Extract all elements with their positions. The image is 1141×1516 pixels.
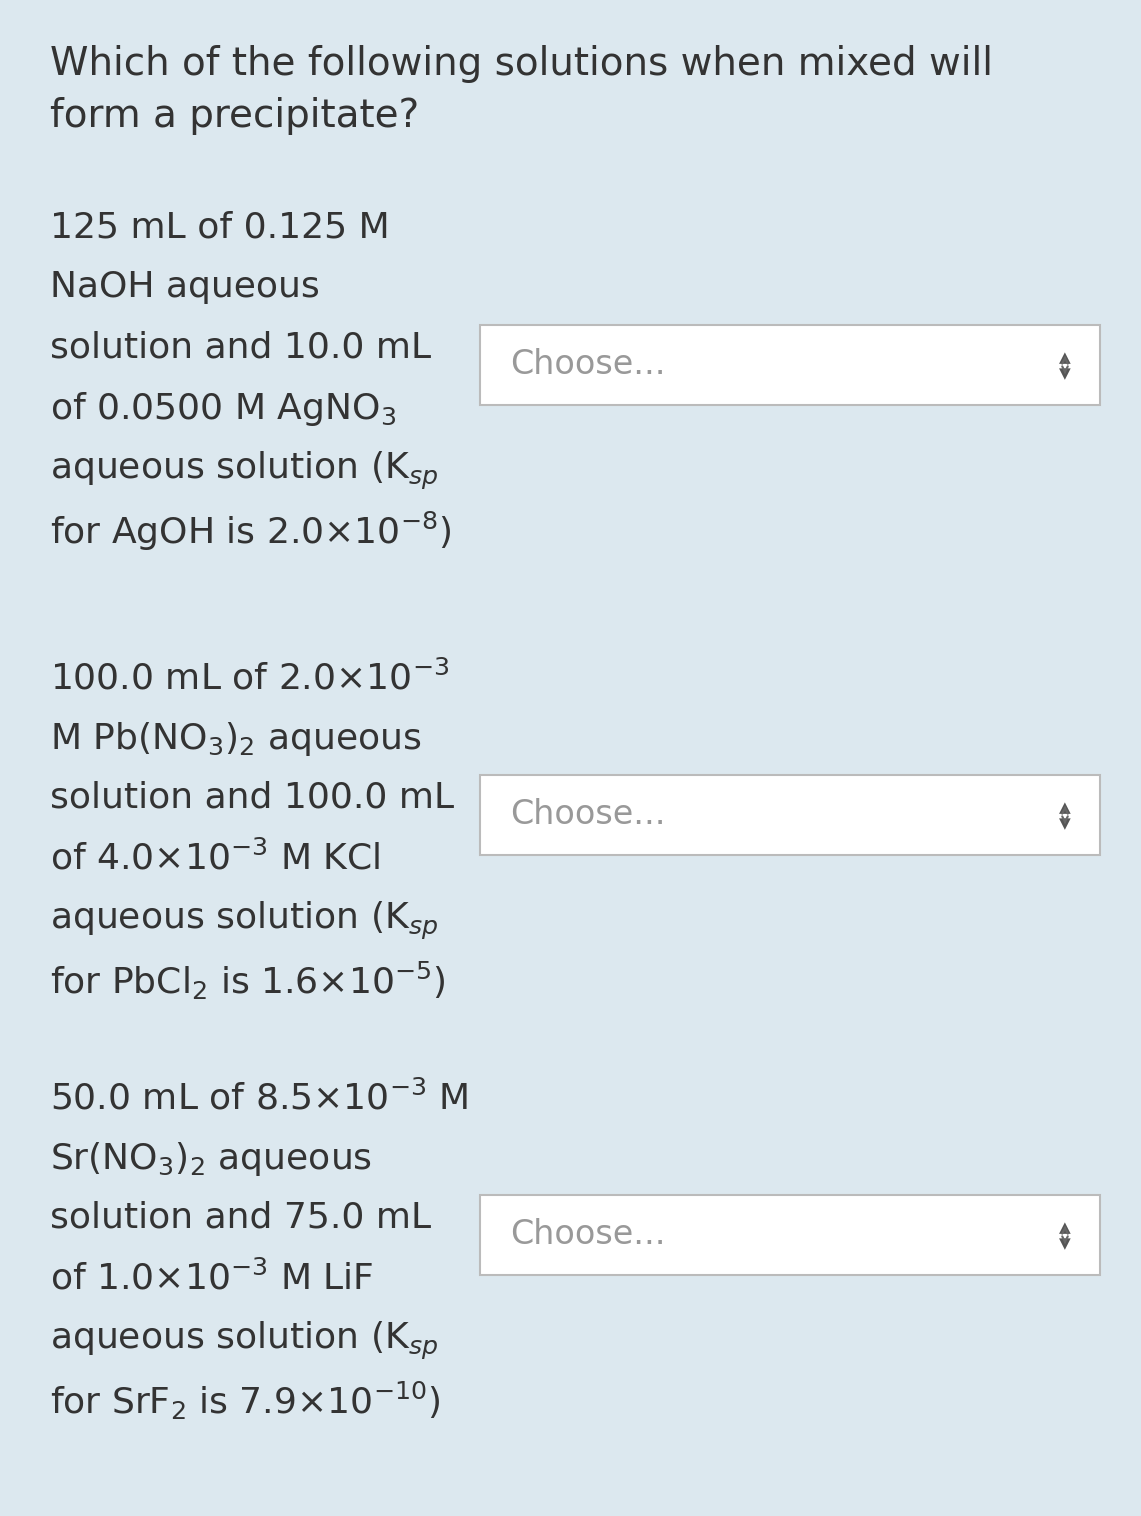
Text: solution and 75.0 mL: solution and 75.0 mL [50, 1201, 431, 1234]
Text: ▼: ▼ [1059, 1237, 1071, 1252]
FancyBboxPatch shape [480, 324, 1100, 405]
Text: for SrF$_2$ is 7.9×10$^{-10}$): for SrF$_2$ is 7.9×10$^{-10}$) [50, 1380, 440, 1422]
FancyBboxPatch shape [480, 1195, 1100, 1275]
Text: Choose...: Choose... [510, 799, 665, 831]
Text: Which of the following solutions when mixed will: Which of the following solutions when mi… [50, 45, 993, 83]
Text: for PbCl$_2$ is 1.6×10$^{-5}$): for PbCl$_2$ is 1.6×10$^{-5}$) [50, 960, 446, 1002]
Text: solution and 10.0 mL: solution and 10.0 mL [50, 330, 431, 364]
FancyBboxPatch shape [480, 775, 1100, 855]
Text: aqueous solution (K$_{sp}$: aqueous solution (K$_{sp}$ [50, 450, 438, 493]
Text: ▼: ▼ [1059, 367, 1071, 382]
Text: 125 mL of 0.125 M: 125 mL of 0.125 M [50, 211, 390, 244]
Text: aqueous solution (K$_{sp}$: aqueous solution (K$_{sp}$ [50, 1320, 438, 1361]
Text: of 0.0500 M AgNO$_3$: of 0.0500 M AgNO$_3$ [50, 390, 396, 428]
Text: ▲: ▲ [1059, 1220, 1071, 1236]
Text: form a precipitate?: form a precipitate? [50, 97, 419, 135]
Text: of 4.0×10$^{-3}$ M KCl: of 4.0×10$^{-3}$ M KCl [50, 840, 380, 876]
Text: of 1.0×10$^{-3}$ M LiF: of 1.0×10$^{-3}$ M LiF [50, 1260, 373, 1296]
Text: ▼: ▼ [1059, 817, 1071, 831]
Text: NaOH aqueous: NaOH aqueous [50, 270, 319, 305]
Text: ▲: ▲ [1059, 350, 1071, 365]
Text: ▲: ▲ [1059, 800, 1071, 816]
Text: Choose...: Choose... [510, 349, 665, 382]
Text: solution and 100.0 mL: solution and 100.0 mL [50, 781, 454, 814]
Text: M Pb(NO$_3$)$_2$ aqueous: M Pb(NO$_3$)$_2$ aqueous [50, 720, 422, 758]
Text: aqueous solution (K$_{sp}$: aqueous solution (K$_{sp}$ [50, 901, 438, 941]
Text: 100.0 mL of 2.0×10$^{-3}$: 100.0 mL of 2.0×10$^{-3}$ [50, 659, 450, 696]
Text: for AgOH is 2.0×10$^{-8}$): for AgOH is 2.0×10$^{-8}$) [50, 509, 452, 553]
Text: Sr(NO$_3$)$_2$ aqueous: Sr(NO$_3$)$_2$ aqueous [50, 1140, 372, 1178]
Text: 50.0 mL of 8.5×10$^{-3}$ M: 50.0 mL of 8.5×10$^{-3}$ M [50, 1079, 468, 1116]
Text: Choose...: Choose... [510, 1219, 665, 1252]
